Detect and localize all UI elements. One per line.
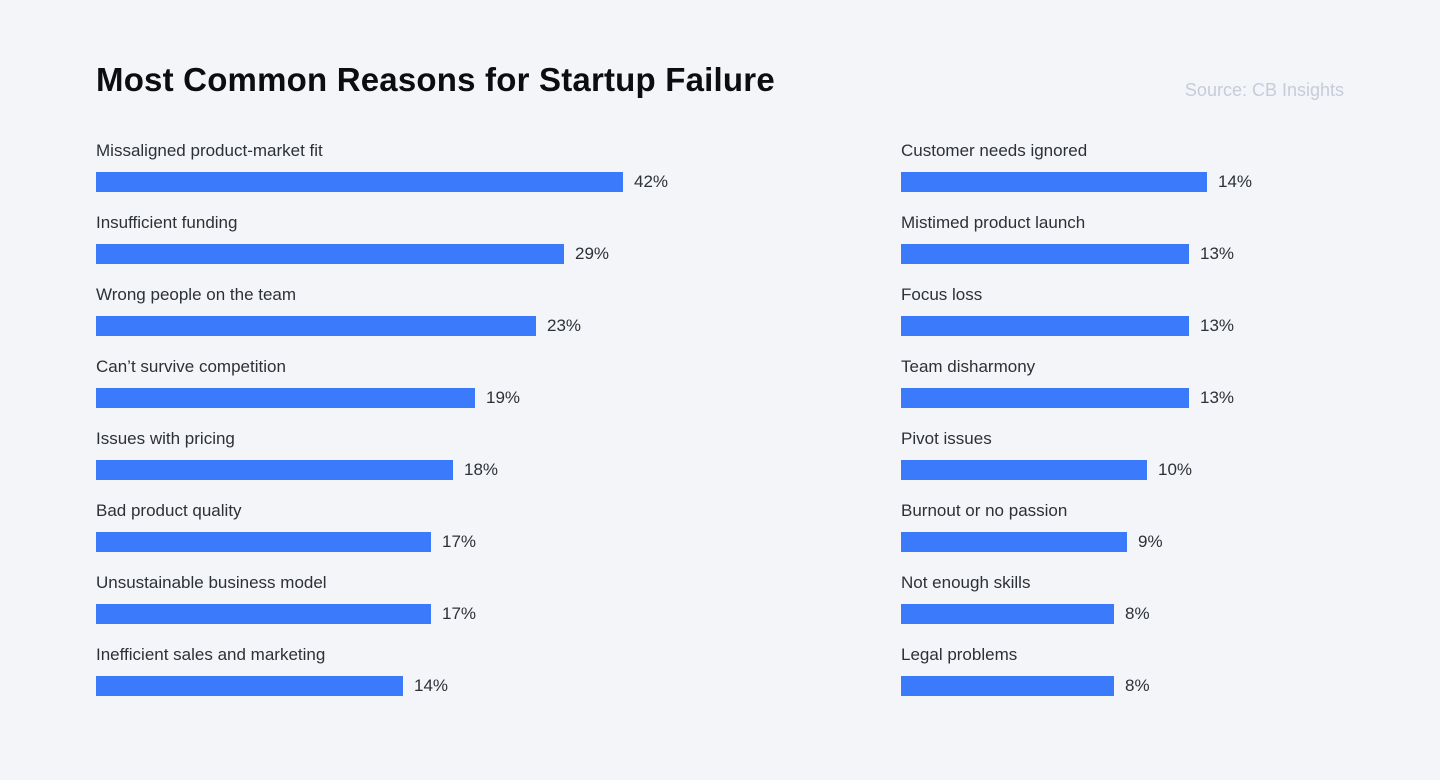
bar-label: Inefficient sales and marketing [96, 645, 326, 664]
bar-row: Wrong people on the team 23% [96, 274, 856, 346]
bar-label: Legal problems [901, 645, 1018, 664]
bar-fill [96, 604, 431, 624]
bar-value: 13% [1200, 388, 1235, 407]
bar-label: Team disharmony [901, 357, 1036, 376]
bar-value: 8% [1125, 676, 1150, 695]
bar-fill [96, 388, 475, 408]
bar-line: 14% [96, 676, 448, 696]
bar-fill [96, 244, 564, 264]
bar-fill [96, 460, 453, 480]
bar-label: Mistimed product launch [901, 213, 1086, 232]
bar-value: 8% [1125, 604, 1150, 623]
bar-line: 10% [901, 460, 1192, 480]
bar-label: Focus loss [901, 285, 983, 304]
bar-row: Not enough skills 8% [901, 562, 1361, 634]
bar-value: 13% [1200, 244, 1235, 263]
bar-row: Customer needs ignored 14% [901, 130, 1361, 202]
bar-label: Customer needs ignored [901, 141, 1088, 160]
bar-row: Missaligned product-market fit 42% [96, 130, 856, 202]
bar-value: 14% [414, 676, 449, 695]
bar-label: Burnout or no passion [901, 501, 1068, 520]
bar-label: Unsustainable business model [96, 573, 327, 592]
bar-value: 17% [442, 532, 477, 551]
bar-label: Not enough skills [901, 573, 1031, 592]
bar-row: Bad product quality 17% [96, 490, 856, 562]
bar-row: Inefficient sales and marketing 14% [96, 634, 856, 706]
source-attribution: Source: CB Insights [1184, 80, 1344, 100]
bar-fill [901, 676, 1114, 696]
bar-line: 18% [96, 460, 498, 480]
bar-row: Burnout or no passion 9% [901, 490, 1361, 562]
bar-line: 8% [901, 604, 1150, 624]
bar-value: 18% [464, 460, 499, 479]
bar-row: Issues with pricing 18% [96, 418, 856, 490]
bar-value: 10% [1158, 460, 1193, 479]
bar-row: Mistimed product launch 13% [901, 202, 1361, 274]
bar-fill [901, 460, 1147, 480]
bar-line: 19% [96, 388, 520, 408]
bar-line: 13% [901, 244, 1234, 264]
bar-fill [96, 316, 536, 336]
bar-fill [96, 676, 403, 696]
bar-fill [901, 532, 1127, 552]
bar-fill [901, 604, 1114, 624]
bar-value: 13% [1200, 316, 1235, 335]
bar-line: 13% [901, 316, 1234, 336]
bar-row: Insufficient funding 29% [96, 202, 856, 274]
bar-value: 42% [634, 172, 669, 191]
bar-row: Legal problems 8% [901, 634, 1361, 706]
bar-line: 8% [901, 676, 1150, 696]
bar-line: 13% [901, 388, 1234, 408]
bar-value: 17% [442, 604, 477, 623]
bar-row: Can’t survive competition 19% [96, 346, 856, 418]
bar-label: Missaligned product-market fit [96, 141, 323, 160]
bar-value: 29% [575, 244, 610, 263]
bar-label: Can’t survive competition [96, 357, 286, 376]
bar-line: 14% [901, 172, 1252, 192]
chart-header: Most Common Reasons for Startup Failure … [0, 0, 1440, 130]
bar-fill [901, 388, 1189, 408]
bar-line: 29% [96, 244, 609, 264]
bar-fill [96, 532, 431, 552]
bar-value: 14% [1218, 172, 1253, 191]
bar-label: Bad product quality [96, 501, 242, 520]
bar-fill [901, 244, 1189, 264]
bar-label: Insufficient funding [96, 213, 238, 232]
bar-fill [96, 172, 623, 192]
bar-line: 17% [96, 532, 476, 552]
bar-row: Pivot issues 10% [901, 418, 1361, 490]
bar-line: 42% [96, 172, 668, 192]
bar-fill [901, 172, 1207, 192]
bar-value: 9% [1138, 532, 1163, 551]
bar-value: 19% [486, 388, 521, 407]
bar-label: Pivot issues [901, 429, 992, 448]
bar-fill [901, 316, 1189, 336]
bar-line: 23% [96, 316, 581, 336]
bar-label: Wrong people on the team [96, 285, 297, 304]
bar-row: Focus loss 13% [901, 274, 1361, 346]
bar-label: Issues with pricing [96, 429, 235, 448]
bar-chart: Missaligned product-market fit 42% Insuffi… [0, 130, 1440, 780]
bar-row: Team disharmony 13% [901, 346, 1361, 418]
bar-line: 9% [901, 532, 1163, 552]
bar-value: 23% [547, 316, 582, 335]
bar-line: 17% [96, 604, 476, 624]
bar-row: Unsustainable business model 17% [96, 562, 856, 634]
page-title: Most Common Reasons for Startup Failure [96, 61, 775, 98]
